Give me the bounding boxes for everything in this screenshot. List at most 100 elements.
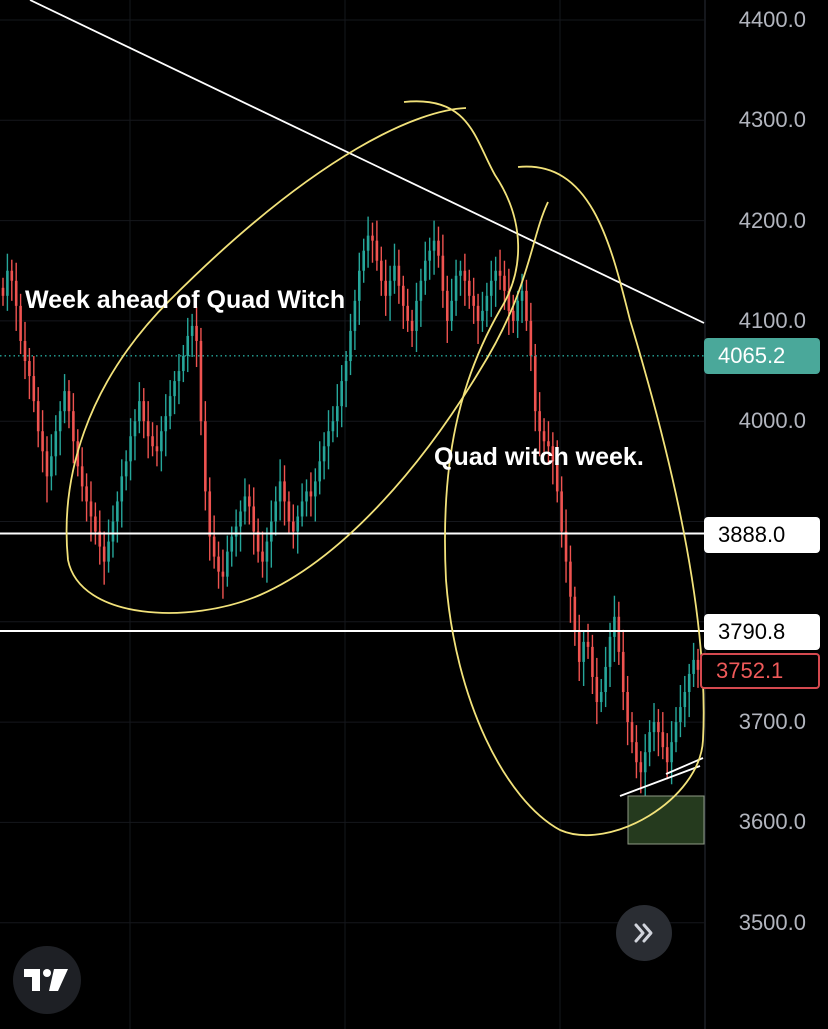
scroll-to-realtime-button[interactable] <box>616 905 672 961</box>
price-axis-tick: 3600.0 <box>738 809 806 835</box>
candle-body <box>362 250 365 271</box>
candle-body <box>10 270 14 281</box>
price-axis-tick: 4300.0 <box>738 107 806 133</box>
candle-body <box>146 421 150 437</box>
candle-body <box>516 300 519 321</box>
circle-quad-witch-week-annotation <box>403 100 705 836</box>
price-axis-tick: 3500.0 <box>738 909 806 935</box>
candle-body <box>98 531 102 547</box>
candle-body <box>542 431 546 442</box>
level-3888-tag: 3888.0 <box>704 517 820 553</box>
candle-body <box>212 536 216 557</box>
candle-body <box>186 335 190 357</box>
candle-body <box>94 516 97 532</box>
candle-body <box>626 692 629 723</box>
candle-body <box>564 531 568 562</box>
candle-body <box>217 556 220 572</box>
candle-body <box>485 295 489 311</box>
candle-body <box>648 732 651 753</box>
candle-body <box>459 270 462 276</box>
candlestick-series <box>1 216 700 799</box>
candle-body <box>683 692 687 708</box>
candle-body <box>560 491 563 532</box>
circle-week-ahead-annotation <box>65 107 549 614</box>
candle-body <box>182 356 185 372</box>
candle-body <box>89 501 93 517</box>
candle-body <box>344 361 348 382</box>
candle-body <box>529 320 533 357</box>
candle-body <box>498 270 502 276</box>
tradingview-logo-icon[interactable] <box>13 946 81 1014</box>
price-axis-tick: 4000.0 <box>738 408 806 434</box>
level-3790-tag: 3790.8 <box>704 614 820 650</box>
candle-body <box>604 666 607 693</box>
candle-body <box>305 491 308 502</box>
candle-body <box>410 320 414 331</box>
candle-body <box>635 742 638 763</box>
rising-trendline-upper <box>665 757 704 775</box>
candle-body <box>226 551 229 577</box>
candle-body <box>50 456 53 477</box>
price-axis-tick: 4200.0 <box>738 207 806 233</box>
candle-body <box>58 411 62 432</box>
candle-body <box>230 536 234 552</box>
candle-body <box>538 411 541 432</box>
candle-body <box>375 240 379 261</box>
candle-body <box>199 340 203 422</box>
candle-body <box>450 300 453 321</box>
descending-trendline <box>29 0 705 324</box>
candle-body <box>41 431 44 452</box>
candle-body <box>445 290 449 321</box>
candle-body <box>472 295 475 306</box>
candle-body <box>608 636 612 667</box>
candle-body <box>503 275 506 291</box>
candle-body <box>296 516 300 532</box>
candle-body <box>547 441 550 447</box>
rising-trendline-lower <box>619 765 701 797</box>
candle-body <box>168 396 172 417</box>
candle-body <box>336 406 339 422</box>
candle-body <box>591 646 594 677</box>
candle-body <box>190 325 194 336</box>
candle-body <box>599 692 603 703</box>
candle-body <box>173 381 176 397</box>
candle-body <box>573 596 577 632</box>
candle-body <box>696 659 700 670</box>
candle-body <box>204 421 207 492</box>
annotation-week-ahead: Week ahead of Quad Witch <box>25 286 346 314</box>
candle-body <box>393 265 396 281</box>
candle-body <box>665 747 669 763</box>
price-axis-tick: 4100.0 <box>738 307 806 333</box>
candle-body <box>72 411 75 442</box>
candle-body <box>274 501 278 522</box>
candle-body <box>322 446 326 462</box>
candle-body <box>511 310 515 321</box>
candle-body <box>617 616 621 652</box>
candle-body <box>371 235 374 241</box>
candle-body <box>164 416 168 432</box>
candle-body <box>54 431 58 457</box>
candle-body <box>32 376 36 402</box>
candle-body <box>261 551 264 562</box>
candle-body <box>384 280 387 296</box>
candle-body <box>151 436 154 447</box>
candle-body <box>657 722 660 733</box>
candle-body <box>309 491 313 497</box>
candle-body <box>129 436 132 462</box>
candle-body <box>415 300 418 331</box>
candle-body <box>643 752 647 773</box>
candle-body <box>45 451 49 477</box>
candle-body <box>353 300 357 331</box>
drawing-overlays <box>0 0 705 845</box>
candle-body <box>287 501 291 522</box>
candle-body <box>124 461 128 477</box>
candle-body <box>133 421 137 437</box>
candle-body <box>6 270 9 296</box>
candle-body <box>278 481 282 502</box>
candle-body <box>555 461 559 492</box>
candle-body <box>670 742 673 763</box>
candle-body <box>265 541 269 562</box>
candle-body <box>507 290 511 311</box>
candle-body <box>551 446 555 462</box>
